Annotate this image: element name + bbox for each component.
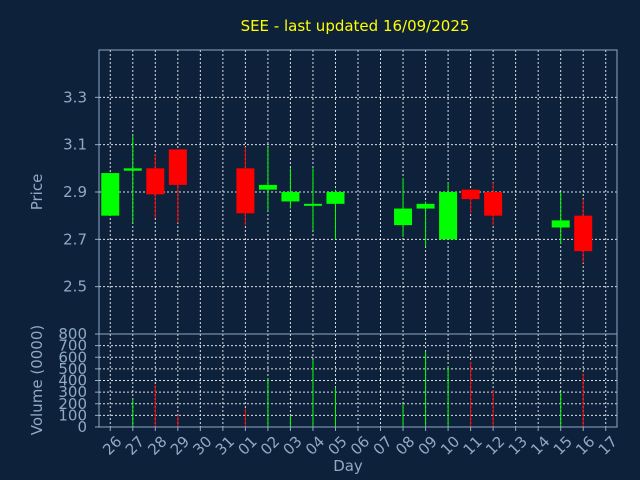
x-axis-label: Day: [333, 457, 363, 475]
price-tick-label: 2.7: [63, 230, 87, 248]
volume-tick-label: 800: [58, 325, 87, 343]
candle-body: [123, 168, 142, 171]
x-tick-label: 17: [595, 433, 621, 459]
candle-body: [168, 149, 187, 185]
candle-body: [146, 168, 165, 195]
candle-body: [303, 203, 322, 206]
volume-axis-label: Volume (0000): [28, 325, 46, 435]
candle-body: [574, 215, 593, 252]
price-tick-label: 2.5: [63, 278, 87, 296]
candle-body: [461, 189, 480, 200]
price-axis-label: Price: [28, 174, 46, 211]
volume-tick-label: 300: [58, 383, 87, 401]
price-tick-label: 3.1: [63, 136, 87, 154]
volume-tick-label: 100: [58, 406, 87, 424]
volume-tick-label: 500: [58, 360, 87, 378]
candle-body: [326, 192, 345, 204]
candle-body: [101, 173, 120, 216]
candle-body: [236, 168, 255, 214]
volume-bars: [132, 351, 584, 427]
candle-body: [281, 192, 300, 202]
candle-body: [439, 192, 458, 240]
price-tick-label: 2.9: [63, 183, 87, 201]
chart-title: SEE - last updated 16/09/2025: [241, 17, 470, 35]
volume-tick-label: 700: [58, 337, 87, 355]
volume-grid: [99, 334, 617, 427]
x-axis-ticks: 2627282930310102030405060708091011121314…: [99, 427, 621, 459]
volume-tick-label: 400: [58, 372, 87, 390]
candle-body: [484, 192, 503, 216]
price-grid: [99, 50, 617, 334]
candle-body: [258, 184, 277, 190]
candle-body: [551, 220, 570, 228]
volume-tick-label: 200: [58, 395, 87, 413]
candle-body: [394, 208, 413, 226]
price-tick-label: 3.3: [63, 88, 87, 106]
price-candles: [101, 135, 593, 263]
price-axis-ticks: 2.5 2.7 2.9 3.1 3.3: [63, 88, 99, 296]
candle-body: [416, 203, 435, 209]
volume-tick-label: 600: [58, 348, 87, 366]
volume-tick-label: 0: [77, 418, 87, 436]
